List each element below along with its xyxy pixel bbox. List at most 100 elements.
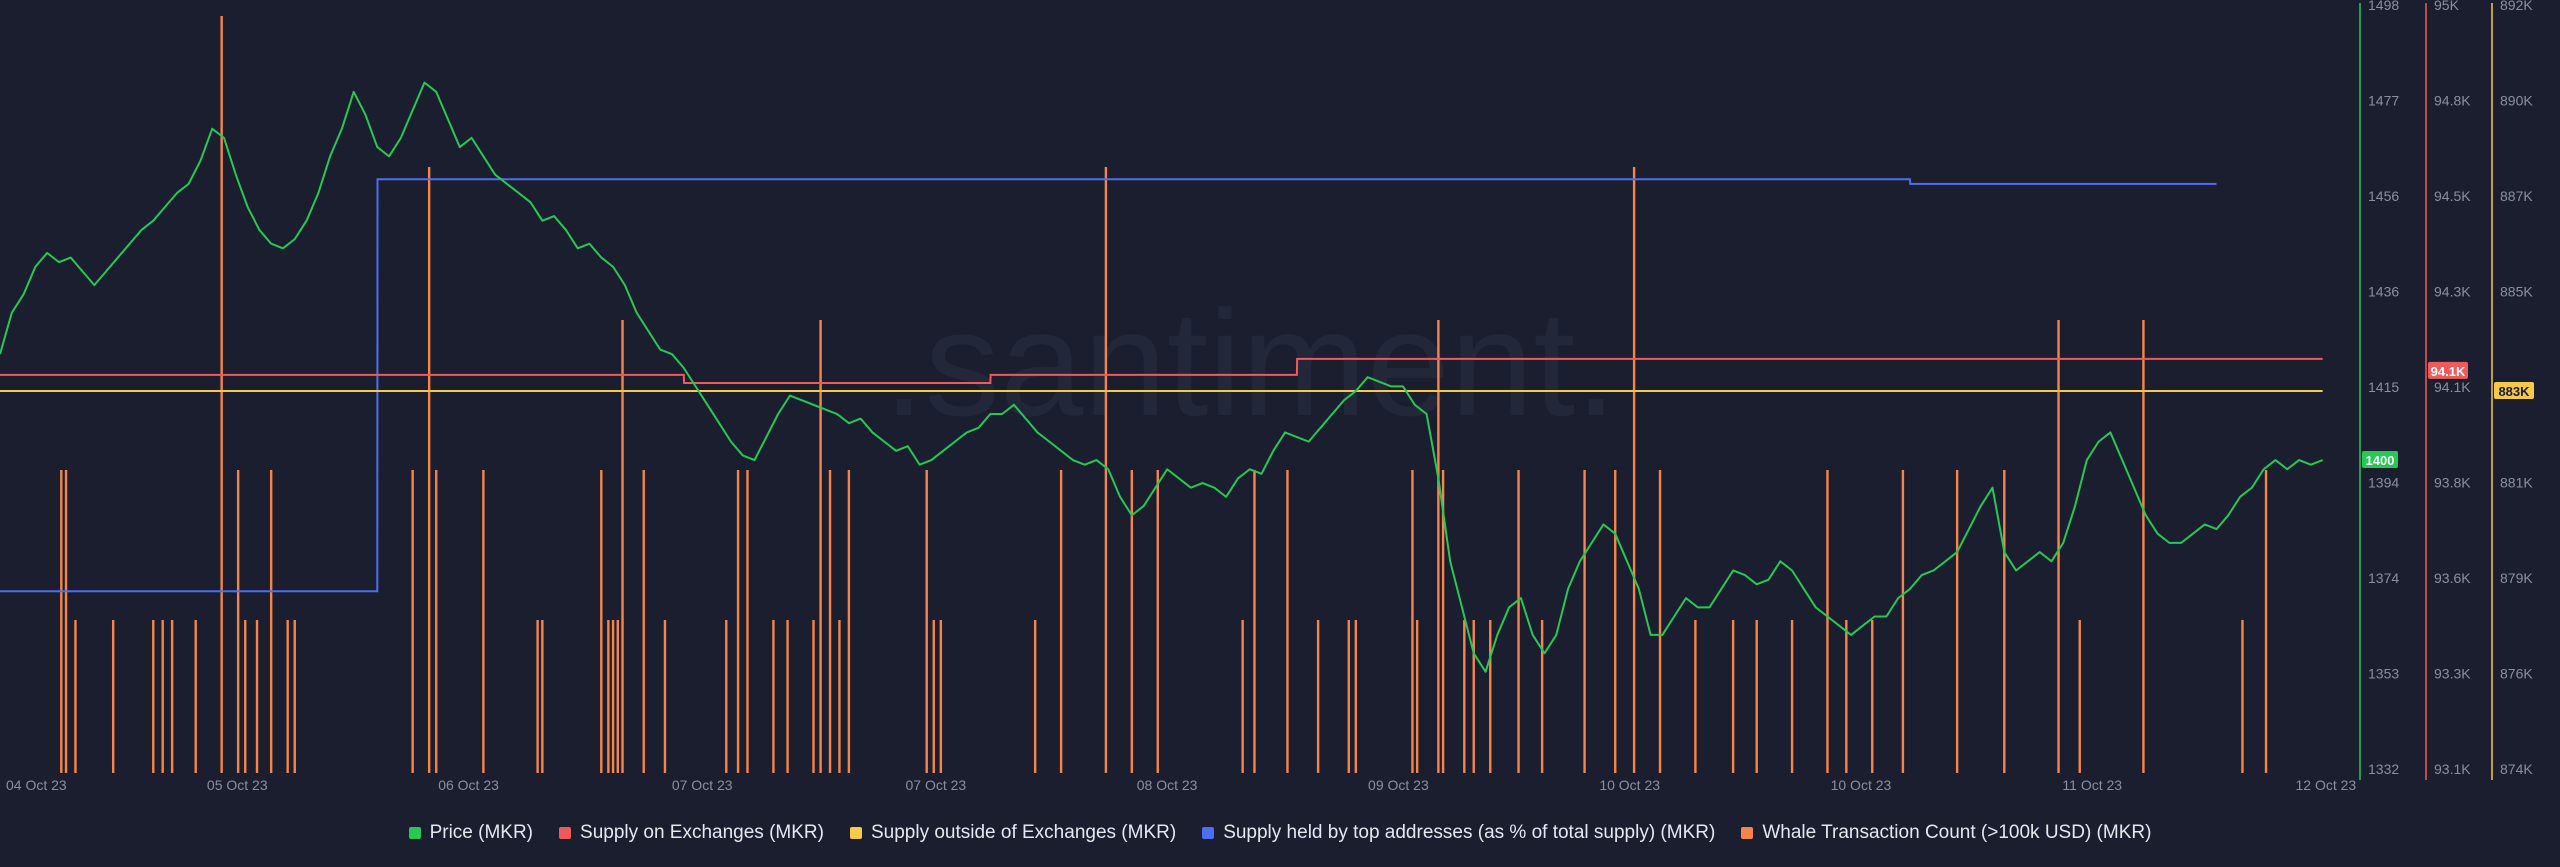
chart-legend: Price (MKR) Supply on Exchanges (MKR) Su… bbox=[0, 818, 2560, 848]
whale-bar bbox=[1463, 620, 1466, 773]
whale-bar bbox=[663, 620, 667, 773]
whale-bar bbox=[293, 620, 296, 773]
legend-item-supply-outside[interactable]: Supply outside of Exchanges (MKR) bbox=[849, 822, 1177, 844]
whale-bar bbox=[411, 470, 414, 773]
axis-tick-price: 1456 bbox=[2368, 188, 2399, 204]
whale-bar bbox=[1755, 620, 1758, 773]
whale-bar bbox=[220, 16, 223, 773]
x-tick-label: 05 Oct 23 bbox=[207, 777, 268, 793]
legend-item-top-addresses[interactable]: Supply held by top addresses (as % of to… bbox=[1202, 822, 1715, 844]
series-line-supply-on-exchanges bbox=[0, 357, 2323, 384]
axis-tick-price: 1415 bbox=[2368, 379, 2399, 395]
whale-bar bbox=[1354, 620, 1358, 773]
whale-bar bbox=[621, 320, 624, 773]
legend-item-price[interactable]: Price (MKR) bbox=[408, 822, 534, 844]
whale-bar bbox=[1489, 620, 1492, 773]
whale-bar bbox=[170, 620, 174, 773]
axis-tick-supply-outside: 879K bbox=[2500, 570, 2533, 586]
axis-tick-supply-on-exchanges: 94.3K bbox=[2434, 284, 2471, 300]
x-tick-label: 07 Oct 23 bbox=[672, 777, 733, 793]
whale-bar bbox=[1901, 470, 1905, 773]
x-tick-label: 08 Oct 23 bbox=[1137, 777, 1198, 793]
axis-tick-supply-outside: 887K bbox=[2500, 188, 2533, 204]
whale-bar bbox=[2003, 470, 2006, 773]
whale-bar bbox=[819, 320, 822, 773]
axis-tick-price: 1374 bbox=[2368, 570, 2399, 586]
legend-item-whale-count[interactable]: Whale Transaction Count (>100k USD) (MKR… bbox=[1741, 822, 2151, 844]
legend-swatch-whale-count bbox=[1741, 827, 1754, 839]
whale-bar bbox=[1658, 470, 1662, 773]
whale-bar bbox=[1632, 167, 1636, 773]
whale-bar bbox=[1517, 470, 1520, 773]
axis-tick-supply-outside: 890K bbox=[2500, 93, 2533, 109]
axis-tick-price: 1394 bbox=[2368, 475, 2399, 491]
whale-bar bbox=[1614, 470, 1617, 773]
axis-tick-supply-outside: 876K bbox=[2500, 666, 2533, 682]
whale-bar bbox=[2057, 320, 2060, 773]
whale-bar bbox=[925, 470, 928, 773]
series-line-top-addresses bbox=[0, 178, 2217, 593]
whale-bar bbox=[1437, 320, 1440, 773]
legend-swatch-price bbox=[408, 827, 421, 839]
whale-bar bbox=[1871, 620, 1874, 773]
whale-bar bbox=[244, 620, 247, 773]
whale-bar bbox=[255, 620, 259, 773]
whale-bar bbox=[152, 620, 155, 773]
whale-bar bbox=[1130, 470, 1134, 773]
whale-bar bbox=[1694, 620, 1697, 773]
whale-bar bbox=[541, 620, 544, 773]
legend-label-price: Price (MKR) bbox=[429, 822, 534, 843]
axis-tick-supply-outside: 874K bbox=[2500, 761, 2533, 777]
whale-bar bbox=[611, 620, 615, 773]
whale-bar bbox=[1156, 470, 1159, 773]
legend-swatch-top-addresses bbox=[1202, 827, 1215, 839]
axis-tick-price: 1436 bbox=[2368, 284, 2399, 300]
whale-bar bbox=[828, 470, 832, 773]
whale-bar bbox=[1826, 470, 1829, 773]
whale-bar bbox=[1241, 620, 1244, 773]
whale-bar bbox=[1955, 470, 1959, 773]
whale-bar bbox=[1845, 620, 1848, 773]
whale-bar bbox=[607, 620, 610, 773]
legend-label-supply-on-exchanges: Supply on Exchanges (MKR) bbox=[580, 822, 824, 843]
axis-tick-supply-on-exchanges: 94.8K bbox=[2434, 93, 2471, 109]
whale-bar bbox=[1731, 620, 1735, 773]
axis-tick-supply-on-exchanges: 93.3K bbox=[2434, 666, 2471, 682]
whale-bar bbox=[939, 620, 943, 773]
axis-tick-price: 1498 bbox=[2368, 0, 2399, 13]
whale-bar bbox=[1790, 620, 1794, 773]
whale-bar bbox=[236, 470, 240, 773]
whale-bar bbox=[161, 620, 164, 773]
series-line-price bbox=[0, 81, 2323, 673]
whale-bar bbox=[1540, 620, 1544, 773]
x-tick-label: 07 Oct 23 bbox=[905, 777, 966, 793]
current-badge-label-supply-on-exchanges: 94.1K bbox=[2431, 364, 2466, 379]
whale-bar bbox=[616, 620, 619, 773]
axis-tick-supply-outside: 885K bbox=[2500, 284, 2533, 300]
x-tick-label: 10 Oct 23 bbox=[1831, 777, 1892, 793]
whale-bar bbox=[2078, 620, 2081, 773]
legend-item-supply-on-exchanges[interactable]: Supply on Exchanges (MKR) bbox=[559, 822, 824, 844]
x-tick-label: 10 Oct 23 bbox=[1599, 777, 1660, 793]
axis-tick-price: 1332 bbox=[2368, 761, 2399, 777]
whale-bar bbox=[2241, 620, 2244, 773]
whale-bar bbox=[1253, 470, 1256, 773]
x-tick-label: 09 Oct 23 bbox=[1368, 777, 1429, 793]
whale-bar bbox=[1104, 167, 1108, 773]
axis-tick-price: 1353 bbox=[2368, 666, 2399, 682]
whale-bar bbox=[642, 470, 645, 773]
whale-bar bbox=[194, 620, 197, 773]
whale-bar bbox=[536, 620, 539, 773]
axis-tick-supply-on-exchanges: 95K bbox=[2434, 0, 2460, 13]
legend-label-supply-outside: Supply outside of Exchanges (MKR) bbox=[870, 822, 1177, 843]
axis-tick-supply-on-exchanges: 94.1K bbox=[2434, 379, 2471, 395]
whale-bar bbox=[74, 620, 77, 773]
axis-tick-supply-on-exchanges: 93.8K bbox=[2434, 475, 2471, 491]
x-tick-label: 06 Oct 23 bbox=[438, 777, 499, 793]
current-badge-supply-outside bbox=[2494, 382, 2534, 399]
whale-bar bbox=[812, 620, 815, 773]
whale-bar bbox=[2264, 470, 2268, 773]
whale-bar bbox=[1583, 470, 1586, 773]
whale-bar bbox=[600, 470, 603, 773]
